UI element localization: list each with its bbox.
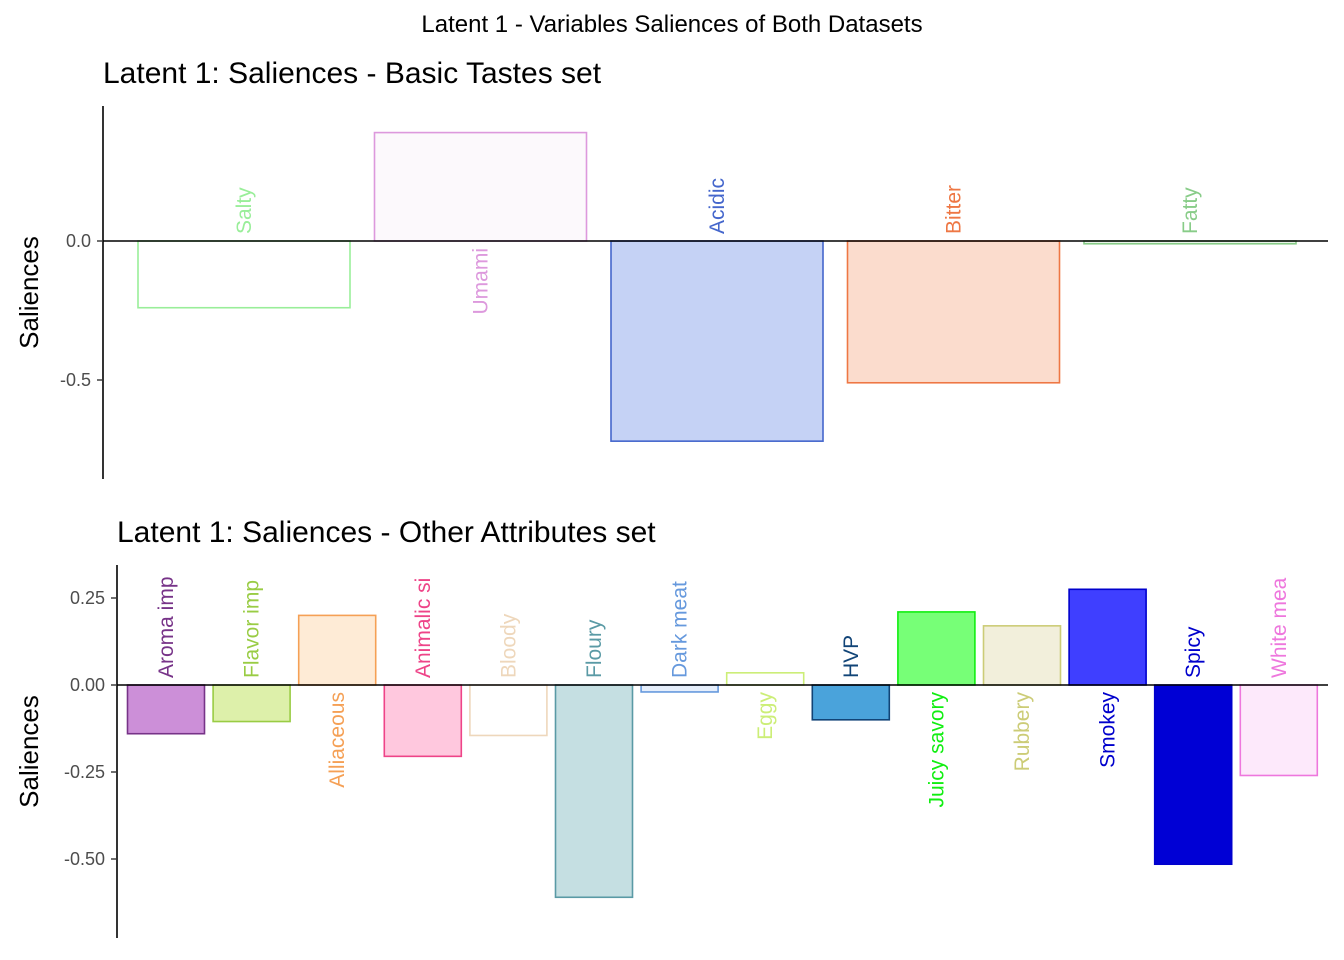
bar-umami — [373, 131, 588, 242]
y-tick-label: 0.25 — [70, 588, 105, 608]
bar-flavor-imp — [212, 684, 291, 723]
category-label-rubbery: Rubbery — [1011, 692, 1034, 772]
bar-juicy-savory — [897, 611, 976, 686]
category-label-eggy: Eggy — [754, 692, 777, 740]
bar-dark-meat — [640, 684, 719, 693]
bar-eggy — [725, 672, 805, 686]
bar-floury — [554, 684, 634, 899]
category-label-hvp: HVP — [840, 635, 863, 678]
bar-alliaceous — [297, 614, 377, 686]
bar-smokey — [1068, 588, 1147, 686]
bar-bloody — [469, 684, 548, 737]
category-label-alliaceous: Alliaceous — [326, 692, 349, 788]
y-axis-label: Saliences — [14, 236, 44, 349]
category-label-floury: Floury — [583, 619, 606, 678]
category-label-bitter: Bitter — [943, 185, 966, 234]
category-label-dark-meat: Dark meat — [669, 581, 692, 678]
category-label-umami: Umami — [470, 248, 493, 315]
panel-title: Latent 1: Saliences - Other Attributes s… — [117, 516, 656, 549]
y-tick-label: -0.25 — [64, 762, 105, 782]
y-tick-label: 0.0 — [66, 231, 91, 251]
bar-bitter — [846, 240, 1061, 384]
bar-spicy — [1153, 684, 1233, 866]
bar-aroma-imp — [126, 684, 206, 735]
category-label-flavor-imp: Flavor imp — [241, 580, 264, 678]
bar-white-mea — [1239, 684, 1319, 777]
bar-salty — [137, 240, 351, 309]
y-tick-label: 0.00 — [70, 675, 105, 695]
category-label-salty: Salty — [233, 187, 256, 234]
y-tick-label: -0.5 — [60, 370, 91, 390]
category-label-fatty: Fatty — [1179, 187, 1202, 234]
bar-acidic — [610, 240, 824, 442]
bar-rubbery — [982, 625, 1062, 686]
category-label-acidic: Acidic — [706, 178, 729, 234]
category-label-smokey: Smokey — [1097, 692, 1120, 768]
category-label-spicy: Spicy — [1182, 626, 1205, 678]
panel-title: Latent 1: Saliences - Basic Tastes set — [103, 57, 602, 90]
category-label-juicy-savory: Juicy savory — [925, 692, 948, 808]
bar-animalic-si — [383, 684, 463, 758]
bar-hvp — [811, 684, 891, 721]
y-axis-label: Saliences — [14, 695, 44, 808]
figure-title: Latent 1 - Variables Saliences of Both D… — [421, 11, 922, 38]
y-tick-label: -0.50 — [64, 849, 105, 869]
category-label-aroma-imp: Aroma imp — [155, 576, 178, 678]
category-label-bloody: Bloody — [497, 613, 520, 678]
category-label-white-mea: White mea — [1268, 577, 1291, 678]
chart-panel-basic-tastes: Latent 1: Saliences - Basic Tastes set Sa… — [14, 57, 1328, 479]
category-label-animalic-si: Animalic si — [412, 578, 435, 678]
chart-panel-other-attributes: Latent 1: Saliences - Other Attributes s… — [14, 516, 1328, 938]
